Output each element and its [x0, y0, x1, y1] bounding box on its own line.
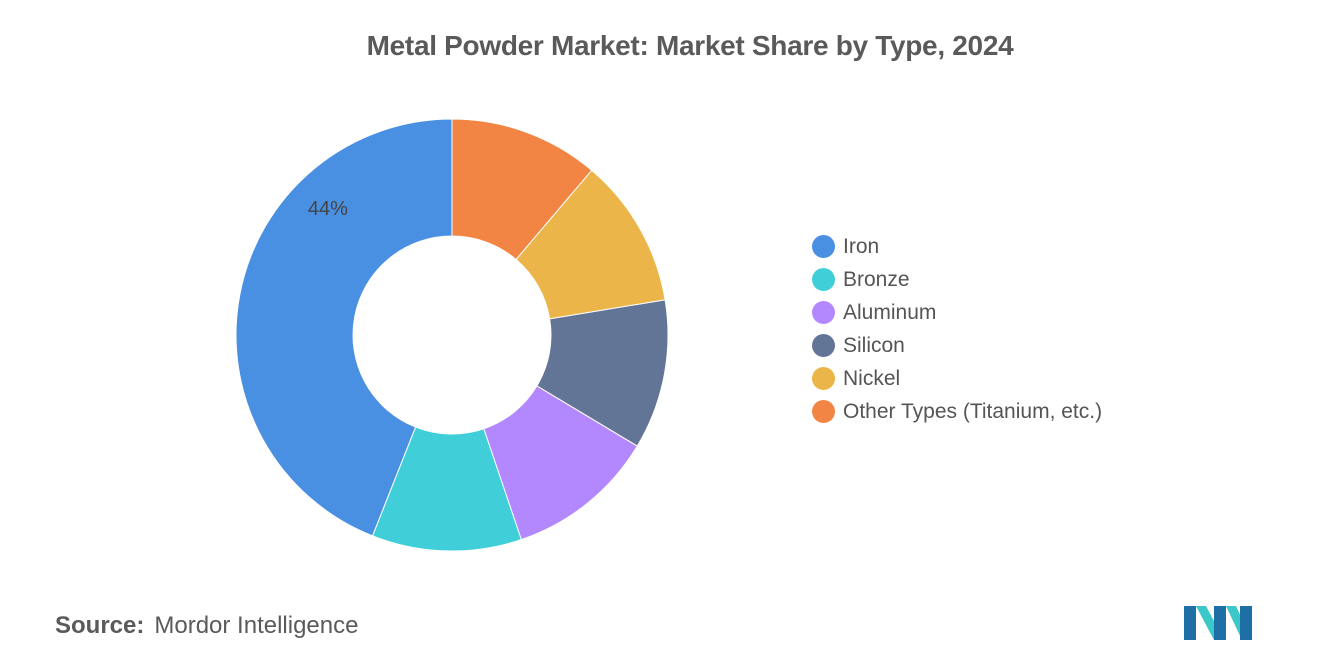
source-note: Source: Mordor Intelligence — [55, 612, 358, 640]
legend-item-other-types-titanium-etc: Other Types (Titanium, etc.) — [812, 395, 1102, 428]
chart-legend: Iron Bronze Aluminum Silicon Nickel Other Typ… — [812, 230, 1102, 428]
data-label-iron: 44% — [308, 198, 348, 220]
source-text: Mordor Intelligence — [154, 612, 359, 639]
legend-item-bronze: Bronze — [812, 263, 1102, 296]
legend-swatch-icon — [812, 268, 835, 291]
legend-label: Bronze — [843, 267, 910, 291]
data-labels: 44% — [308, 198, 348, 220]
source-label: Source: — [55, 612, 145, 639]
legend-swatch-icon — [812, 301, 835, 324]
donut-slices — [235, 118, 669, 552]
legend-swatch-icon — [812, 235, 835, 258]
mordor-intelligence-logo-icon — [1184, 606, 1252, 640]
legend-swatch-icon — [812, 400, 835, 423]
legend-label: Nickel — [843, 366, 901, 390]
legend-item-silicon: Silicon — [812, 329, 1102, 362]
legend-item-iron: Iron — [812, 230, 1102, 263]
legend-label: Other Types (Titanium, etc.) — [843, 399, 1103, 423]
legend-item-nickel: Nickel — [812, 362, 1102, 395]
legend-label: Iron — [843, 234, 880, 258]
legend-swatch-icon — [812, 334, 835, 357]
legend-swatch-icon — [812, 367, 835, 390]
slice-iron — [235, 118, 453, 537]
legend-item-aluminum: Aluminum — [812, 296, 1102, 329]
chart-title: Metal Powder Market: Market Share by Typ… — [366, 30, 1014, 61]
legend-label: Silicon — [843, 333, 905, 357]
legend-label: Aluminum — [843, 300, 937, 324]
